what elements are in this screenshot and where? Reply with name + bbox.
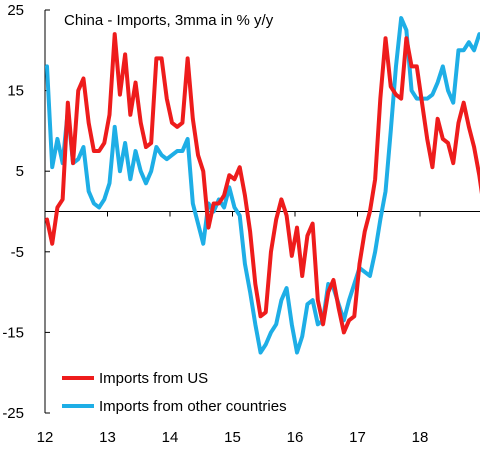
x-tick-label: 15 [224, 429, 241, 446]
x-tick-label: 12 [37, 429, 54, 446]
x-tick-label: 17 [349, 429, 366, 446]
legend-label-other: Imports from other countries [99, 398, 287, 415]
y-tick-label: -25 [2, 405, 24, 422]
x-tick-label: 13 [99, 429, 116, 446]
y-tick-label: 15 [7, 83, 24, 100]
y-tick-label: 5 [16, 163, 24, 180]
y-tick-label: -5 [11, 244, 24, 261]
chart-title: China - Imports, 3mma in % y/y [64, 12, 274, 29]
x-tick-label: 14 [162, 429, 179, 446]
series-line-imports-other [45, 16, 480, 355]
y-tick-label: 25 [7, 2, 24, 19]
y-tick-label: -15 [2, 324, 24, 341]
x-tick-label: 16 [287, 429, 304, 446]
series-line-imports-us [45, 32, 480, 335]
legend: Imports from US Imports from other count… [62, 370, 287, 415]
legend-label-us: Imports from US [99, 370, 208, 387]
x-tick-label: 18 [412, 429, 429, 446]
